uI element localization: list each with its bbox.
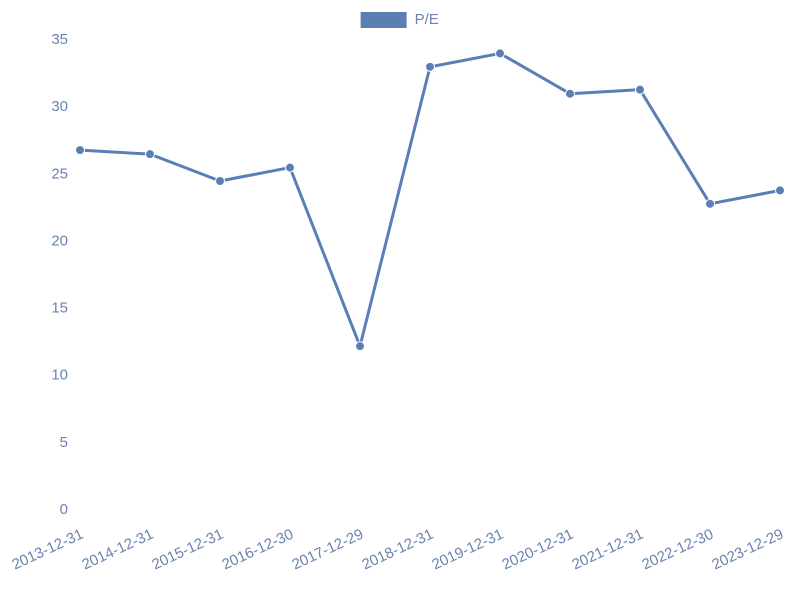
series-marker: [76, 146, 85, 155]
y-tick-label: 30: [51, 98, 68, 115]
series-marker: [636, 85, 645, 94]
series-marker: [776, 186, 785, 195]
legend-swatch: [361, 12, 407, 28]
series-marker: [216, 177, 225, 186]
series-marker: [496, 49, 505, 58]
y-tick-label: 25: [51, 165, 68, 182]
y-tick-label: 10: [51, 367, 68, 384]
legend: P/E: [361, 11, 439, 28]
y-tick-label: 35: [51, 31, 68, 48]
y-tick-label: 20: [51, 232, 68, 249]
series-marker: [706, 199, 715, 208]
y-tick-label: 0: [60, 501, 68, 518]
series-marker: [426, 62, 435, 71]
pe-line-chart: 051015202530352013-12-312014-12-312015-1…: [0, 0, 800, 600]
legend-label: P/E: [415, 11, 439, 28]
series-marker: [286, 163, 295, 172]
y-tick-label: 15: [51, 300, 68, 317]
y-tick-label: 5: [60, 434, 68, 451]
series-marker: [356, 342, 365, 351]
chart-background: [0, 0, 800, 600]
series-marker: [566, 89, 575, 98]
series-marker: [146, 150, 155, 159]
